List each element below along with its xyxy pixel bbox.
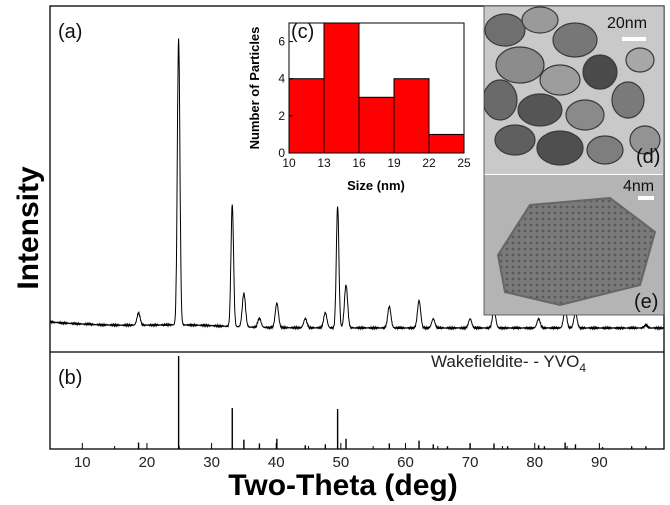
histogram-bar: [323, 22, 360, 154]
histogram-y-tick-label: 0: [278, 146, 285, 160]
x-tick-label: 50: [332, 454, 349, 471]
histogram-x-title: Size (nm): [347, 178, 405, 193]
histogram-y-tick-label: 4: [278, 72, 285, 86]
x-tick-label: 10: [74, 454, 91, 471]
y-axis-title: Intensity: [12, 166, 45, 290]
histogram-y-tick-label: 6: [278, 35, 285, 49]
inset-histogram-c: 10 13 16 19 22 25 0 2 4 6 (c) Size (nm) Number o…: [247, 21, 471, 193]
histogram-bar: [428, 133, 465, 154]
scale-bar-20nm: [622, 37, 646, 41]
histogram-frame: [288, 22, 465, 154]
x-axis-title: Two-Theta (deg): [228, 469, 457, 502]
histogram-x-tick-label: 16: [352, 156, 366, 170]
x-tick-label: 80: [526, 454, 543, 471]
histogram-x-tick-label: 22: [422, 156, 436, 170]
x-tick-label: 30: [203, 454, 220, 471]
panel-label-a: (a): [58, 21, 82, 43]
hrtem-image-e: 4nm (e): [484, 175, 664, 315]
panel-label-b: (b): [58, 367, 82, 389]
scale-label-20nm: 20nm: [607, 15, 647, 32]
scale-label-4nm: 4nm: [623, 178, 654, 195]
histogram-x-tick-label: 19: [387, 156, 401, 170]
histogram-bar: [288, 78, 325, 154]
x-tick-label: 70: [462, 454, 479, 471]
panel-label-d: (d): [636, 146, 660, 168]
histogram-bar: [358, 96, 395, 154]
histogram-y-tick-label: 2: [278, 109, 285, 123]
xrd-trace-a: [49, 38, 665, 331]
histogram-x-tick-label: 25: [457, 156, 471, 170]
image-frame: [483, 5, 665, 316]
x-tick-label: 40: [268, 454, 285, 471]
x-axis-ticks: 10 20 30 40 50 60 70 80 90: [49, 443, 665, 471]
reference-label: Wakefieldite- - YVO4: [431, 352, 586, 375]
x-tick-label: 90: [591, 454, 608, 471]
histogram-x-tick-label: 13: [317, 156, 331, 170]
x-tick-label: 20: [139, 454, 156, 471]
panel-label-c: (c): [291, 21, 314, 43]
panel-label-e: (e): [634, 291, 658, 313]
scale-bar-4nm: [638, 196, 654, 200]
x-tick-label: 60: [397, 454, 414, 471]
histogram-x-tick-label: 10: [282, 156, 296, 170]
histogram-y-title: Number of Particles: [247, 27, 262, 150]
histogram-bar: [393, 78, 430, 154]
tem-image-d: 20nm (d): [484, 6, 664, 174]
